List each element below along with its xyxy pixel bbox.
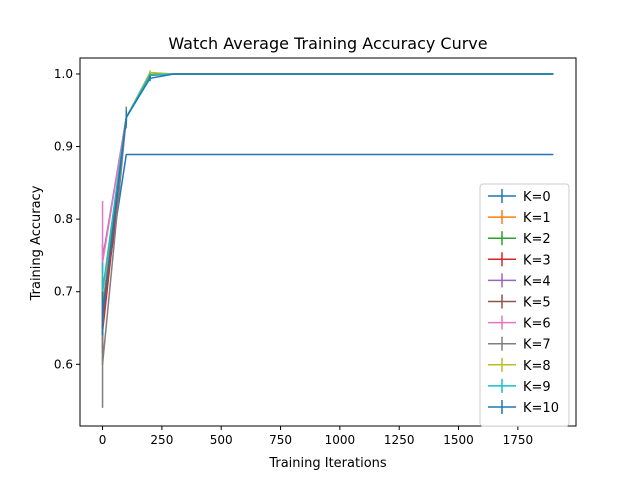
y-tick-label: 0.9: [54, 140, 73, 154]
x-tick-label: 750: [269, 433, 292, 447]
legend-label: K=9: [523, 380, 551, 395]
y-tick-label: 0.7: [54, 285, 73, 299]
y-axis-label: Training Accuracy: [29, 185, 44, 301]
legend-entry: K=3: [488, 252, 551, 268]
y-tick-label: 0.8: [54, 212, 73, 226]
chart-title: Watch Average Training Accuracy Curve: [168, 34, 487, 53]
legend-entry: K=4: [488, 273, 551, 289]
x-tick-label: 1750: [503, 433, 534, 447]
legend-label: K=5: [523, 296, 551, 311]
legend-entry: K=2: [488, 231, 551, 247]
x-tick-label: 0: [99, 433, 107, 447]
x-tick-label: 500: [210, 433, 233, 447]
legend-entry: K=10: [488, 400, 559, 416]
series-line: [101, 73, 554, 314]
x-tick-label: 1500: [443, 433, 474, 447]
legend-entry: K=5: [488, 294, 551, 311]
legend-label: K=0: [523, 190, 551, 205]
legend-label: K=6: [523, 317, 551, 332]
legend-entry: K=1: [488, 210, 551, 226]
legend-label: K=4: [523, 274, 551, 289]
legend-label: K=8: [523, 359, 551, 374]
legend-label: K=1: [523, 211, 551, 226]
legend-entry: K=6: [488, 315, 551, 332]
axes: 0 250 500 750 1000 1250 1500 1750 0.6 0.7 0.8 0.9 1.…: [54, 57, 577, 447]
legend-entry: K=8: [488, 357, 551, 374]
y-tick-label: 0.6: [54, 357, 73, 371]
x-tick-label: 1000: [325, 433, 356, 447]
y-tick-label: 1.0: [54, 67, 73, 81]
legend-entry: K=0: [488, 189, 551, 205]
x-tick-label: 1250: [384, 433, 415, 447]
legend-entry: K=7: [488, 336, 551, 353]
plot-area: [101, 70, 554, 408]
legend-label: K=3: [523, 253, 551, 268]
legend-label: K=7: [523, 338, 551, 353]
axes-frame: [79, 57, 577, 427]
legend-label: K=2: [523, 232, 551, 247]
legend-label: K=10: [523, 401, 559, 416]
legend: K=0 K=1 K=2 K=3 K=4 K=5 K=6 K=7 K=8 K=9 K=10: [479, 183, 570, 427]
legend-entry: K=9: [488, 378, 551, 395]
x-axis-label: Training Iterations: [268, 456, 387, 471]
series-K=10: [101, 73, 554, 336]
x-tick-label: 250: [150, 433, 173, 447]
